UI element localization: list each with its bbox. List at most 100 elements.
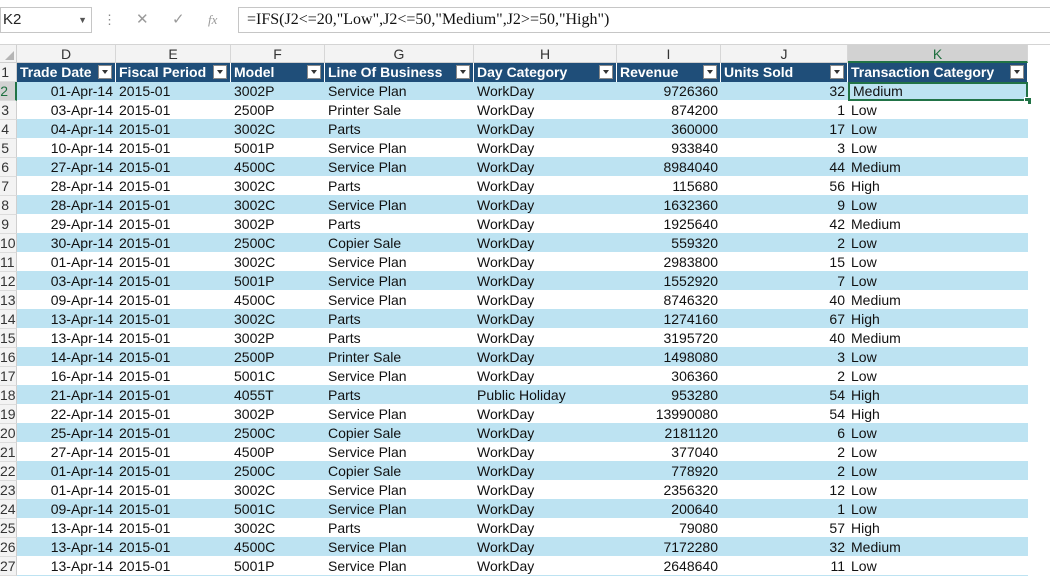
column-header-e[interactable]: E [116, 45, 231, 63]
table-cell-g[interactable]: Service Plan [325, 253, 474, 272]
table-cell-k[interactable]: Low [848, 557, 1028, 576]
column-header-g[interactable]: G [325, 45, 474, 63]
table-cell-i[interactable]: 79080 [617, 519, 721, 538]
table-cell-d[interactable]: 01-Apr-14 [17, 462, 116, 481]
table-cell-g[interactable]: Parts [325, 386, 474, 405]
table-cell-h[interactable]: WorkDay [474, 177, 617, 196]
table-cell-i[interactable]: 1498080 [617, 348, 721, 367]
table-cell-d[interactable]: 10-Apr-14 [17, 139, 116, 158]
table-cell-j[interactable]: 54 [721, 405, 848, 424]
column-header-j[interactable]: J [721, 45, 848, 63]
table-cell-e[interactable]: 2015-01 [116, 253, 231, 272]
table-cell-d[interactable]: 03-Apr-14 [17, 272, 116, 291]
table-cell-g[interactable]: Service Plan [325, 481, 474, 500]
row-header-13[interactable]: 13 [0, 291, 17, 310]
table-cell-i[interactable]: 9726360 [617, 82, 721, 101]
table-cell-i[interactable]: 306360 [617, 367, 721, 386]
table-cell-h[interactable]: WorkDay [474, 215, 617, 234]
table-cell-k[interactable]: High [848, 405, 1028, 424]
table-cell-f[interactable]: 3002P [231, 405, 325, 424]
table-cell-j[interactable]: 44 [721, 158, 848, 177]
row-header-12[interactable]: 12 [0, 272, 17, 291]
table-cell-i[interactable]: 2983800 [617, 253, 721, 272]
table-cell-g[interactable]: Printer Sale [325, 101, 474, 120]
table-cell-j[interactable]: 40 [721, 329, 848, 348]
table-cell-e[interactable]: 2015-01 [116, 348, 231, 367]
table-cell-d[interactable]: 03-Apr-14 [17, 101, 116, 120]
table-cell-i[interactable]: 8984040 [617, 158, 721, 177]
table-cell-g[interactable]: Parts [325, 120, 474, 139]
table-cell-h[interactable]: WorkDay [474, 272, 617, 291]
table-cell-i[interactable]: 1552920 [617, 272, 721, 291]
table-cell-h[interactable]: WorkDay [474, 120, 617, 139]
table-cell-d[interactable]: 28-Apr-14 [17, 177, 116, 196]
table-cell-j[interactable]: 3 [721, 348, 848, 367]
table-cell-d[interactable]: 09-Apr-14 [17, 291, 116, 310]
table-cell-f[interactable]: 3002P [231, 329, 325, 348]
row-header-17[interactable]: 17 [0, 367, 17, 386]
row-header-19[interactable]: 19 [0, 405, 17, 424]
table-cell-f[interactable]: 4500C [231, 291, 325, 310]
table-cell-e[interactable]: 2015-01 [116, 462, 231, 481]
table-cell-j[interactable]: 32 [721, 538, 848, 557]
table-cell-d[interactable]: 13-Apr-14 [17, 538, 116, 557]
filter-dropdown-icon[interactable] [703, 65, 717, 79]
chevron-down-icon[interactable]: ▼ [78, 15, 87, 25]
table-cell-d[interactable]: 01-Apr-14 [17, 481, 116, 500]
table-cell-h[interactable]: WorkDay [474, 424, 617, 443]
table-cell-i[interactable]: 2648640 [617, 557, 721, 576]
table-cell-g[interactable]: Service Plan [325, 82, 474, 101]
column-header-k[interactable]: K [848, 45, 1028, 63]
name-box[interactable]: K2 ▼ [0, 7, 92, 33]
table-cell-d[interactable]: 13-Apr-14 [17, 557, 116, 576]
table-cell-j[interactable]: 54 [721, 386, 848, 405]
table-cell-j[interactable]: 2 [721, 443, 848, 462]
table-header-cell[interactable]: Revenue [617, 63, 721, 82]
table-cell-g[interactable]: Service Plan [325, 500, 474, 519]
table-cell-k[interactable]: Low [848, 500, 1028, 519]
table-cell-k[interactable]: Low [848, 196, 1028, 215]
row-header-10[interactable]: 10 [0, 234, 17, 253]
table-cell-d[interactable]: 01-Apr-14 [17, 82, 116, 101]
table-cell-g[interactable]: Service Plan [325, 405, 474, 424]
table-cell-e[interactable]: 2015-01 [116, 310, 231, 329]
table-cell-g[interactable]: Parts [325, 215, 474, 234]
table-cell-j[interactable]: 3 [721, 139, 848, 158]
table-cell-j[interactable]: 67 [721, 310, 848, 329]
filter-dropdown-icon[interactable] [213, 65, 227, 79]
table-cell-j[interactable]: 6 [721, 424, 848, 443]
row-header-3[interactable]: 3 [0, 101, 17, 120]
column-header-f[interactable]: F [231, 45, 325, 63]
table-cell-i[interactable]: 874200 [617, 101, 721, 120]
table-cell-k[interactable]: Low [848, 462, 1028, 481]
table-cell-d[interactable]: 29-Apr-14 [17, 215, 116, 234]
formula-input[interactable]: =IFS(J2<=20,"Low",J2<=50,"Medium",J2>=50… [238, 7, 1050, 33]
table-header-cell[interactable]: Trade Date [17, 63, 116, 82]
table-cell-j[interactable]: 2 [721, 234, 848, 253]
table-cell-g[interactable]: Parts [325, 329, 474, 348]
table-cell-i[interactable]: 778920 [617, 462, 721, 481]
table-cell-e[interactable]: 2015-01 [116, 424, 231, 443]
table-cell-k[interactable]: Low [848, 424, 1028, 443]
table-cell-g[interactable]: Copier Sale [325, 234, 474, 253]
table-cell-h[interactable]: WorkDay [474, 139, 617, 158]
table-cell-i[interactable]: 1274160 [617, 310, 721, 329]
filter-dropdown-icon[interactable] [1010, 65, 1024, 79]
filter-dropdown-icon[interactable] [307, 65, 321, 79]
table-cell-k[interactable]: Low [848, 139, 1028, 158]
table-cell-k[interactable]: Medium [848, 538, 1028, 557]
table-cell-d[interactable]: 25-Apr-14 [17, 424, 116, 443]
filter-dropdown-icon[interactable] [830, 65, 844, 79]
table-cell-i[interactable]: 115680 [617, 177, 721, 196]
table-cell-g[interactable]: Service Plan [325, 443, 474, 462]
table-cell-j[interactable]: 2 [721, 367, 848, 386]
active-cell[interactable]: Medium [848, 82, 1028, 101]
table-header-cell[interactable]: Line Of Business [325, 63, 474, 82]
row-header-18[interactable]: 18 [0, 386, 17, 405]
table-cell-d[interactable]: 16-Apr-14 [17, 367, 116, 386]
table-cell-h[interactable]: WorkDay [474, 101, 617, 120]
table-cell-f[interactable]: 3002C [231, 196, 325, 215]
row-header-25[interactable]: 25 [0, 519, 17, 538]
table-cell-e[interactable]: 2015-01 [116, 329, 231, 348]
row-header-26[interactable]: 26 [0, 538, 17, 557]
